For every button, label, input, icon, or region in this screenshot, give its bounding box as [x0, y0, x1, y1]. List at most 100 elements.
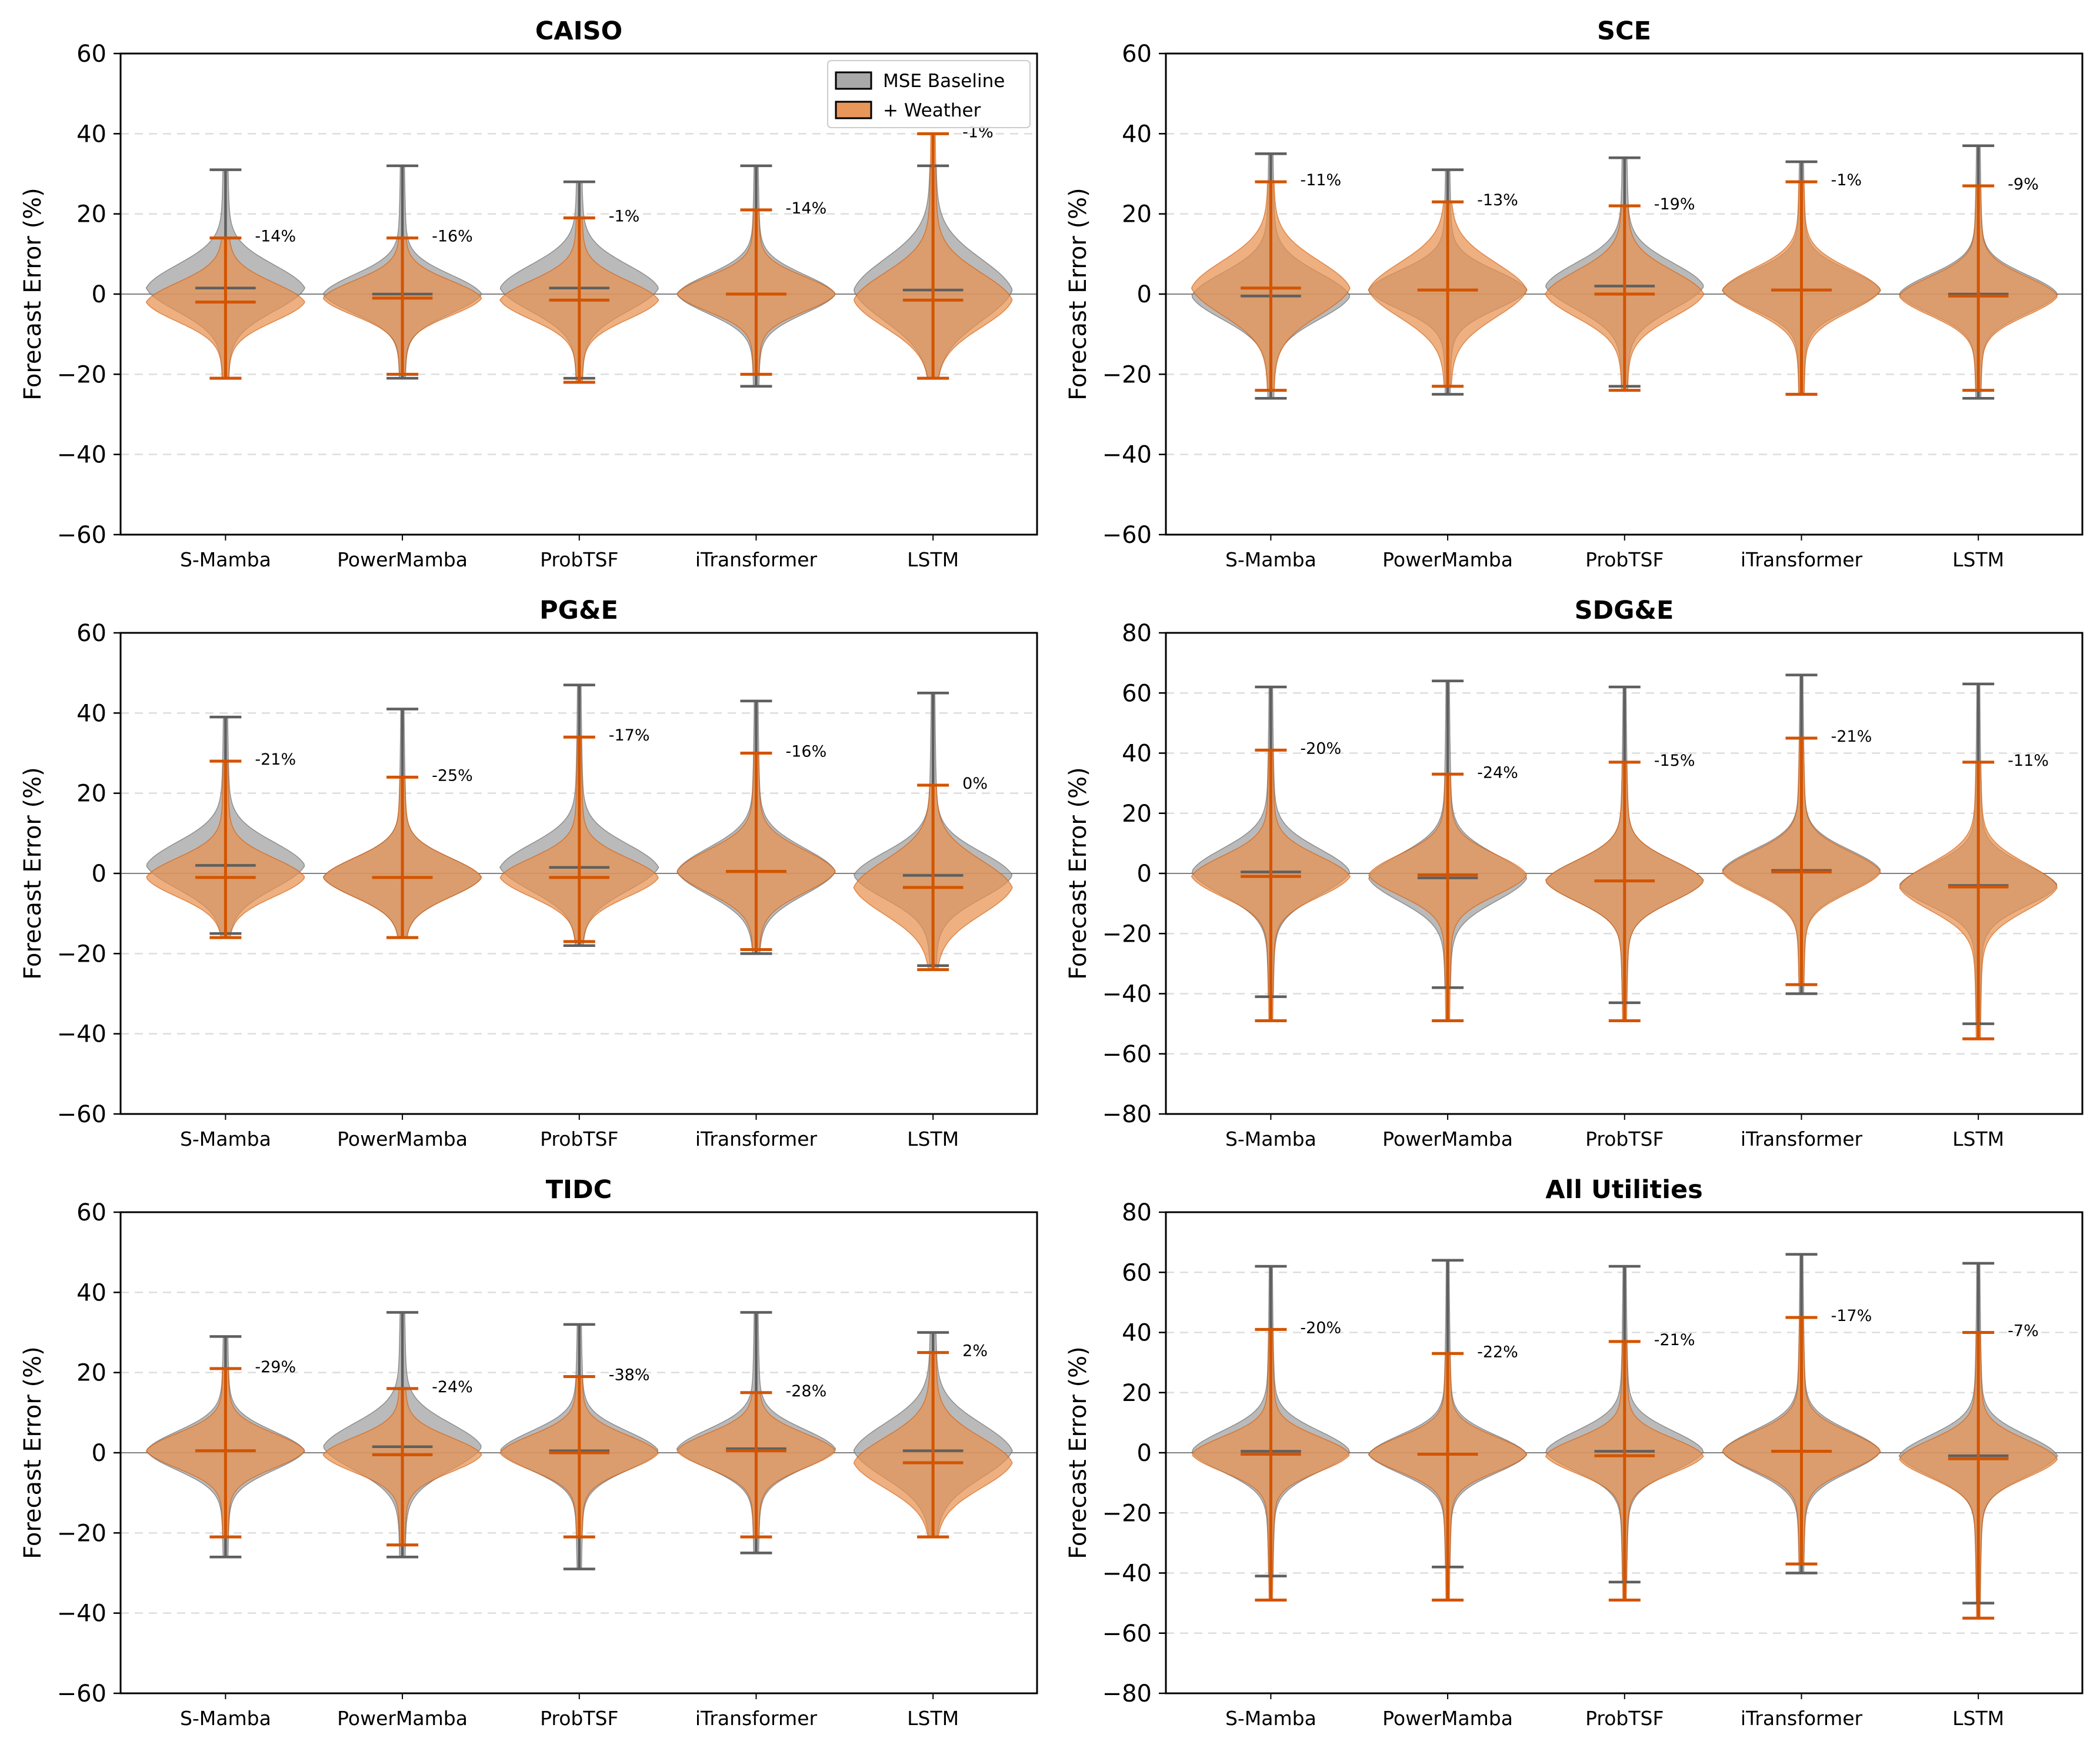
ytick-label: 80 [1122, 620, 1152, 647]
y-axis-label: Forecast Error (%) [1065, 767, 1092, 979]
ytick-label: 20 [1122, 800, 1152, 828]
ytick-label: 40 [76, 121, 106, 148]
annotation-probtsf: -17% [609, 726, 650, 745]
ytick-label: −60 [57, 1101, 106, 1128]
ytick-label: −20 [1102, 920, 1152, 948]
annotation-s-mamba: -20% [1300, 1319, 1341, 1337]
annotation-itransformer: -16% [785, 743, 826, 761]
ytick-label: 20 [1122, 201, 1152, 228]
ytick-label: 60 [76, 620, 106, 647]
annotation-s-mamba: -21% [255, 750, 296, 769]
panel-tidc: -29% S-Mamba -24% PowerMamba -38% ProbTSF -28%… [19, 1175, 1038, 1730]
ytick-label: 0 [1137, 281, 1152, 308]
ytick-label: 40 [76, 700, 106, 727]
ytick-label: 40 [76, 1279, 106, 1306]
annotation-lstm: 2% [962, 1342, 988, 1360]
ytick-label: −60 [1102, 522, 1152, 549]
chart-title: PG&E [539, 596, 618, 625]
annotation-probtsf: -38% [609, 1366, 650, 1384]
panel-caiso: -14% S-Mamba -16% PowerMamba -1% ProbTSF -14% i… [19, 16, 1038, 571]
xtick-label: PowerMamba [337, 548, 468, 571]
annotation-powermamba: -13% [1477, 191, 1518, 209]
xtick-label: LSTM [907, 548, 959, 571]
legend-label-weather: + Weather [883, 100, 981, 121]
ytick-label: 60 [1122, 680, 1152, 707]
annotation-itransformer: -1% [1831, 171, 1862, 189]
xtick-label: PowerMamba [337, 1707, 468, 1730]
ytick-label: 20 [76, 201, 106, 228]
ytick-label: 0 [92, 1440, 106, 1467]
ytick-label: 0 [1137, 1440, 1152, 1467]
ytick-label: −60 [1102, 1620, 1152, 1647]
annotation-itransformer: -17% [1831, 1307, 1872, 1325]
ytick-label: −60 [57, 522, 106, 549]
ytick-label: −80 [1102, 1101, 1152, 1128]
annotation-lstm: 0% [962, 775, 988, 793]
xtick-label: iTransformer [1741, 1707, 1863, 1730]
xtick-label: LSTM [907, 1127, 959, 1150]
xtick-label: PowerMamba [1382, 1707, 1513, 1730]
ytick-label: 20 [76, 780, 106, 808]
annotation-probtsf: -15% [1654, 752, 1695, 770]
xtick-label: ProbTSF [540, 548, 618, 571]
annotation-itransformer: -28% [785, 1382, 826, 1400]
legend-swatch-weather [835, 101, 872, 119]
ytick-label: −20 [57, 361, 106, 388]
annotation-itransformer: -21% [1831, 728, 1872, 746]
xtick-label: ProbTSF [1585, 1127, 1664, 1150]
ytick-label: 80 [1122, 1199, 1152, 1226]
xtick-label: LSTM [1952, 1707, 2004, 1730]
xtick-label: S-Mamba [1225, 1127, 1316, 1150]
chart-title: TIDC [546, 1175, 612, 1205]
xtick-label: iTransformer [695, 1707, 818, 1730]
annotation-powermamba: -24% [1477, 763, 1518, 782]
xtick-label: LSTM [1952, 1127, 2004, 1150]
y-axis-label: Forecast Error (%) [1065, 188, 1092, 400]
ytick-label: −60 [57, 1680, 106, 1707]
ytick-label: 40 [1122, 1320, 1152, 1347]
ytick-label: −20 [1102, 361, 1152, 388]
annotation-lstm: -9% [2008, 175, 2039, 194]
ytick-label: 0 [92, 860, 106, 888]
chart-title: SCE [1597, 16, 1651, 46]
ytick-label: −40 [1102, 981, 1152, 1008]
xtick-label: PowerMamba [1382, 548, 1513, 571]
y-axis-label: Forecast Error (%) [1065, 1346, 1092, 1559]
y-axis-label: Forecast Error (%) [19, 188, 46, 400]
ytick-label: 60 [1122, 1259, 1152, 1286]
panel-pg-e: -21% S-Mamba -25% PowerMamba -17% ProbTSF -16%… [19, 596, 1038, 1150]
chart-title: SDG&E [1575, 596, 1674, 625]
legend-swatch-baseline [835, 71, 872, 90]
xtick-label: S-Mamba [180, 1127, 271, 1150]
panel-sdg-e: -20% S-Mamba -24% PowerMamba -15% ProbTSF -21%… [1065, 596, 2084, 1150]
y-axis-label: Forecast Error (%) [19, 1346, 46, 1559]
annotation-powermamba: -16% [432, 228, 473, 246]
annotation-s-mamba: -20% [1300, 739, 1341, 758]
legend-box [827, 60, 1031, 128]
annotation-probtsf: -21% [1654, 1331, 1695, 1349]
legend: MSE Baseline + Weather [827, 60, 1031, 128]
ytick-label: 60 [76, 41, 106, 68]
ytick-label: −40 [57, 442, 106, 469]
ytick-label: 40 [1122, 121, 1152, 148]
annotation-s-mamba: -11% [1300, 171, 1341, 189]
ytick-label: −80 [1102, 1680, 1152, 1707]
annotation-itransformer: -14% [785, 199, 826, 218]
xtick-label: iTransformer [1741, 548, 1863, 571]
xtick-label: S-Mamba [180, 1707, 271, 1730]
ytick-label: −60 [1102, 1041, 1152, 1068]
ytick-label: 20 [1122, 1380, 1152, 1407]
xtick-label: ProbTSF [1585, 548, 1664, 571]
y-axis-label: Forecast Error (%) [19, 767, 46, 979]
panel-all-utilities: -20% S-Mamba -22% PowerMamba -21% ProbTSF -17%… [1065, 1175, 2084, 1730]
ytick-label: 0 [1137, 860, 1152, 888]
xtick-label: LSTM [1952, 548, 2004, 571]
ytick-label: −40 [57, 1021, 106, 1048]
annotation-s-mamba: -29% [255, 1358, 296, 1376]
xtick-label: ProbTSF [1585, 1707, 1664, 1730]
annotation-powermamba: -24% [432, 1378, 473, 1396]
xtick-label: LSTM [907, 1707, 959, 1730]
ytick-label: −20 [57, 1520, 106, 1547]
xtick-label: S-Mamba [1225, 1707, 1316, 1730]
